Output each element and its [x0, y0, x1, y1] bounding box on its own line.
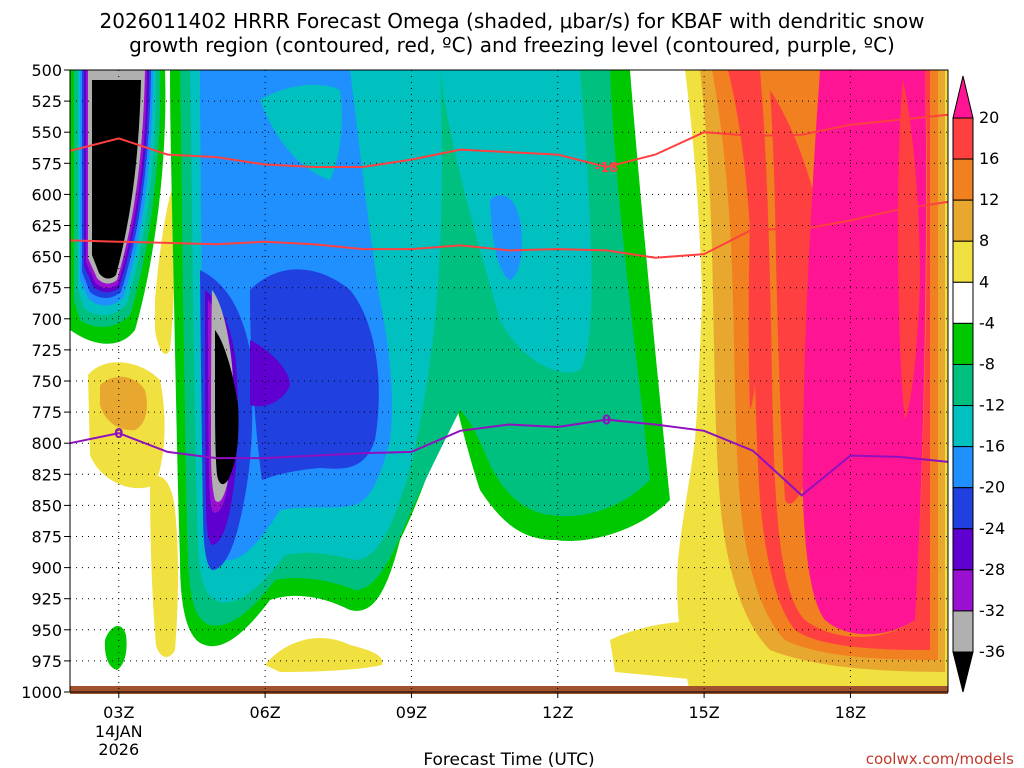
colorbar-label: 8 [979, 231, 989, 250]
contour-0 [69, 418, 949, 497]
y-tick-label: 550 [31, 123, 62, 142]
y-tick-label: 825 [31, 465, 62, 484]
x-tick-label: 12Z [542, 703, 573, 722]
colorbar: 20 16 12 8 4 -4 -8 -12 -16 -20 -24 -28 -32 -36 [952, 75, 1005, 693]
y-tick-label: 1000 [21, 683, 62, 702]
colorbar-top-arrow [952, 75, 974, 119]
colorbar-label: 12 [979, 190, 999, 209]
y-tick-label: 575 [31, 154, 62, 173]
y-tick-label: 775 [31, 403, 62, 422]
colorbar-bin [952, 528, 974, 571]
colorbar-label: -28 [979, 560, 1005, 579]
colorbar-label: -24 [979, 519, 1005, 538]
x-tick-year: 2026 [98, 740, 139, 759]
x-tick-label: 18Z [835, 703, 866, 722]
colorbar-label: -20 [979, 478, 1005, 497]
y-tick-label: 525 [31, 92, 62, 111]
x-tick-label: 03Z [103, 703, 134, 722]
contour-label-0: 0 [602, 414, 611, 429]
contour-lines: -18 0 0 [69, 113, 949, 497]
omega-shaded-field [70, 70, 948, 692]
y-tick-label: 875 [31, 528, 62, 547]
colorbar-label: 16 [979, 149, 999, 168]
y-axis-ticks: 500 525 550 575 600 625 650 675 700 725 750 775 800 8… [21, 61, 70, 702]
colorbar-bin [952, 322, 974, 365]
x-tick-date: 14JAN [95, 722, 143, 741]
y-tick-label: 650 [31, 248, 62, 267]
colorbar-bin [952, 117, 974, 160]
colorbar-label: -32 [979, 601, 1005, 620]
colorbar-label: 20 [979, 108, 999, 127]
grid-lines [70, 70, 948, 692]
ground-strip [70, 686, 948, 694]
colorbar-bin [952, 158, 974, 201]
colorbar-bin [952, 281, 974, 324]
x-tick-label: 15Z [688, 703, 719, 722]
contour-label--18: -18 [595, 161, 619, 176]
y-tick-label: 850 [31, 496, 62, 515]
colorbar-bin [952, 240, 974, 283]
colorbar-bin [952, 569, 974, 612]
y-tick-label: 950 [31, 621, 62, 640]
x-tick-label: 09Z [396, 703, 427, 722]
colorbar-bottom-arrow [952, 651, 974, 693]
y-tick-label: 725 [31, 341, 62, 360]
chart-title-line1: 2026011402 HRRR Forecast Omega (shaded, … [100, 9, 925, 33]
colorbar-label: -36 [979, 642, 1005, 661]
y-tick-label: 800 [31, 434, 62, 453]
contour--18 [69, 113, 949, 169]
y-tick-label: 500 [31, 61, 62, 80]
credit-text: coolwx.com/models [866, 750, 1014, 768]
colorbar-bin [952, 610, 974, 653]
contour-label-0: 0 [114, 427, 123, 442]
y-tick-label: 975 [31, 652, 62, 671]
colorbar-label: 4 [979, 272, 989, 291]
x-tick-label: 06Z [249, 703, 280, 722]
colorbar-label: -4 [979, 313, 995, 332]
y-tick-label: 600 [31, 185, 62, 204]
y-tick-label: 925 [31, 590, 62, 609]
x-axis-label: Forecast Time (UTC) [423, 750, 594, 768]
colorbar-label: -12 [979, 396, 1005, 415]
contour--12 [69, 200, 949, 259]
colorbar-bin [952, 405, 974, 448]
colorbar-bin [952, 363, 974, 407]
colorbar-label: -8 [979, 354, 995, 373]
y-tick-label: 625 [31, 217, 62, 236]
y-tick-label: 700 [31, 310, 62, 329]
colorbar-bin [952, 446, 974, 489]
colorbar-label: -16 [979, 437, 1005, 456]
y-tick-label: 900 [31, 559, 62, 578]
y-tick-label: 675 [31, 279, 62, 298]
colorbar-bin [952, 199, 974, 242]
chart-title-line2: growth region (contoured, red, ºC) and f… [129, 33, 895, 57]
y-tick-label: 750 [31, 372, 62, 391]
colorbar-bin [952, 487, 974, 530]
